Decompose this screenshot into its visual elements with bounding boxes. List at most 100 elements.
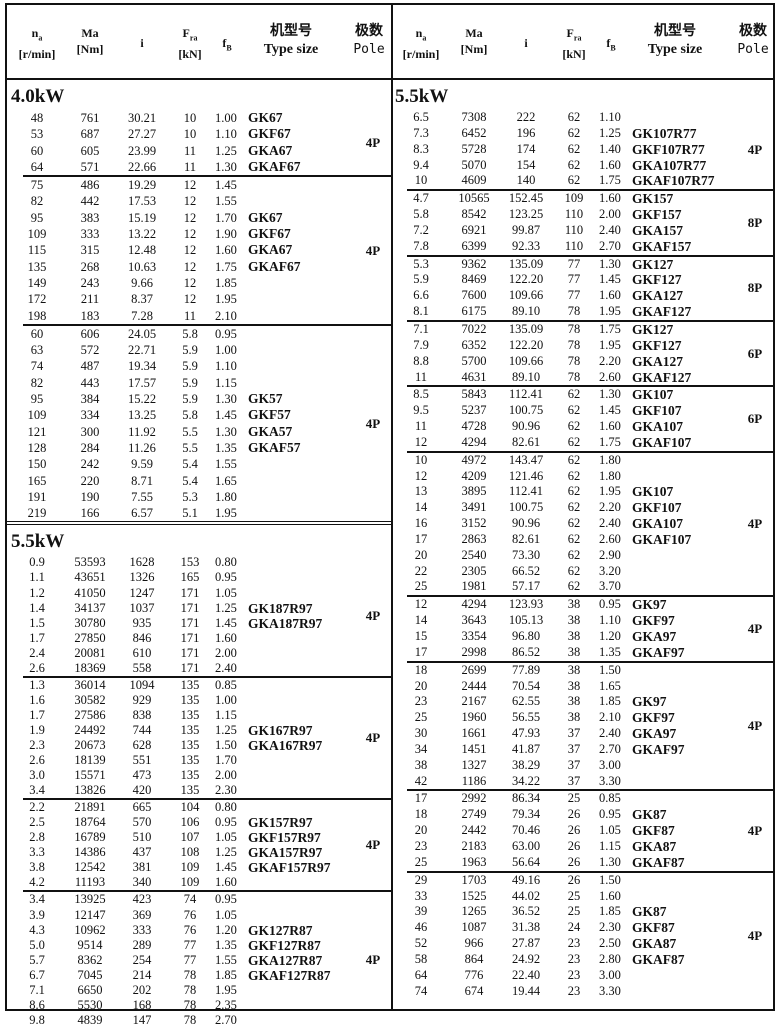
cell-service-factor: 2.40 [599, 726, 621, 741]
cell-torque: 486 [80, 178, 100, 193]
header-torque: Ma [Nm] [461, 25, 488, 57]
cell-speed: 12 [414, 597, 428, 612]
header-unit: Type size [263, 42, 319, 57]
cell-torque: 2183 [461, 838, 487, 853]
table-row: 6.5 7308 222 62 1.10 [391, 110, 773, 126]
cell-speed: 1.5 [29, 615, 45, 630]
section-title: 4.0kW [11, 86, 65, 107]
cell-speed: 2.8 [29, 830, 45, 845]
cell-radial-force: 12 [183, 275, 197, 290]
cell-type-size: GKF127 [632, 337, 682, 353]
cell-radial-force: 62 [567, 403, 581, 418]
cell-service-factor: 1.45 [215, 408, 237, 423]
cell-service-factor: 1.25 [215, 600, 237, 615]
cell-service-factor: 2.40 [215, 660, 237, 675]
cell-speed: 14 [414, 613, 428, 628]
cell-service-factor: 1.30 [599, 256, 621, 271]
cell-ratio: 27.27 [127, 127, 157, 142]
cell-ratio: 27.87 [511, 936, 541, 951]
cell-service-factor: 2.10 [599, 710, 621, 725]
cell-radial-force: 62 [567, 125, 581, 140]
cell-speed: 1.3 [29, 677, 45, 692]
cell-ratio: 558 [132, 660, 152, 675]
cell-speed: 75 [30, 178, 44, 193]
cell-ratio: 929 [132, 692, 152, 707]
table-row: 58 864 24.92 23 2.80 GKAF87 [391, 952, 773, 968]
cell-service-factor: 1.05 [215, 585, 237, 600]
table-row: 25 1981 57.17 62 3.70 [391, 579, 773, 595]
cell-ratio: 19.44 [511, 983, 541, 998]
header-subscript: B [226, 43, 232, 53]
cell-speed: 13 [414, 484, 428, 499]
cell-ratio: 70.46 [511, 823, 541, 838]
cell-radial-force: 108 [180, 845, 200, 860]
cell-ratio: 47.93 [511, 726, 541, 741]
pole-label: 4P [365, 134, 381, 150]
cell-speed: 8.6 [29, 997, 45, 1012]
cell-service-factor: 1.10 [215, 359, 237, 374]
cell-speed: 7.9 [413, 337, 429, 352]
cell-radial-force: 5.5 [182, 440, 198, 455]
cell-speed: 34 [414, 741, 428, 756]
cell-ratio: 437 [132, 845, 152, 860]
cell-ratio: 135.09 [508, 256, 544, 271]
cell-speed: 150 [27, 457, 47, 472]
cell-type-size: GK157R97 [248, 815, 313, 831]
table-row: 191 190 7.55 5.3 1.80 [7, 489, 391, 505]
cell-type-size: GKF87 [632, 920, 675, 936]
cell-radial-force: 78 [183, 997, 197, 1012]
table-row: 7.3 6452 196 62 1.25 GK107R77 [391, 126, 773, 142]
cell-service-factor: 2.50 [599, 936, 621, 951]
cell-ratio: 109.66 [508, 288, 544, 303]
cell-torque: 10962 [74, 922, 106, 937]
cell-radial-force: 62 [567, 531, 581, 546]
table-row: 7.2 6921 99.87 110 2.40 GKA157 [391, 223, 773, 239]
cell-service-factor: 1.20 [215, 922, 237, 937]
cell-torque: 3491 [461, 500, 487, 515]
model-group: 1.3 36014 1094 135 0.85 1.6 30582 929 135 1.00 1.7… [23, 675, 391, 798]
cell-speed: 0.9 [29, 555, 45, 570]
cell-speed: 20 [414, 823, 428, 838]
cell-service-factor: 1.70 [215, 210, 237, 225]
table-row: 3.0 15571 473 135 2.00 [7, 768, 391, 783]
model-group: 29 1703 49.16 26 1.50 33 1525 44.02 25 1.60 39 1265… [407, 870, 773, 1000]
header-label: f [606, 36, 611, 50]
cell-radial-force: 78 [567, 369, 581, 384]
cell-service-factor: 2.80 [599, 951, 621, 966]
cell-type-size: GKAF97 [632, 644, 685, 660]
cell-type-size: GKAF157R97 [248, 860, 331, 876]
cell-radial-force: 38 [567, 662, 581, 677]
cell-radial-force: 62 [567, 141, 581, 156]
cell-service-factor: 0.95 [215, 815, 237, 830]
cell-torque: 3895 [461, 484, 487, 499]
table-row: 9.8 4839 147 78 2.70 [7, 1013, 391, 1028]
cell-service-factor: 0.95 [599, 807, 621, 822]
cell-ratio: 140 [516, 173, 536, 188]
table-row: 115 315 12.48 12 1.60 GKA67 [7, 242, 391, 258]
cell-type-size: GK157 [632, 191, 674, 207]
cell-speed: 109 [27, 408, 47, 423]
cell-ratio: 838 [132, 707, 152, 722]
cell-torque: 284 [80, 440, 100, 455]
cell-service-factor: 1.60 [599, 157, 621, 172]
cell-torque: 5843 [461, 387, 487, 402]
header-label: f [222, 36, 227, 50]
cell-radial-force: 171 [180, 600, 200, 615]
cell-radial-force: 78 [183, 982, 197, 997]
cell-type-size: GKA97 [632, 629, 677, 644]
cell-radial-force: 62 [567, 452, 581, 467]
pole-label: 4P [365, 837, 381, 853]
header-label: 极数 [739, 24, 767, 39]
cell-torque: 21891 [74, 800, 106, 815]
cell-radial-force: 171 [180, 585, 200, 600]
table-row: 10 4972 143.47 62 1.80 [391, 453, 773, 469]
cell-torque: 606 [80, 326, 100, 341]
cell-radial-force: 62 [567, 434, 581, 449]
cell-speed: 82 [30, 375, 44, 390]
cell-service-factor: 1.05 [215, 907, 237, 922]
cell-type-size: GKA127 [632, 288, 684, 304]
cell-radial-force: 5.9 [182, 359, 198, 374]
cell-type-size: GK97 [632, 694, 667, 710]
cell-torque: 53593 [74, 555, 106, 570]
cell-ratio: 22.40 [511, 967, 541, 982]
